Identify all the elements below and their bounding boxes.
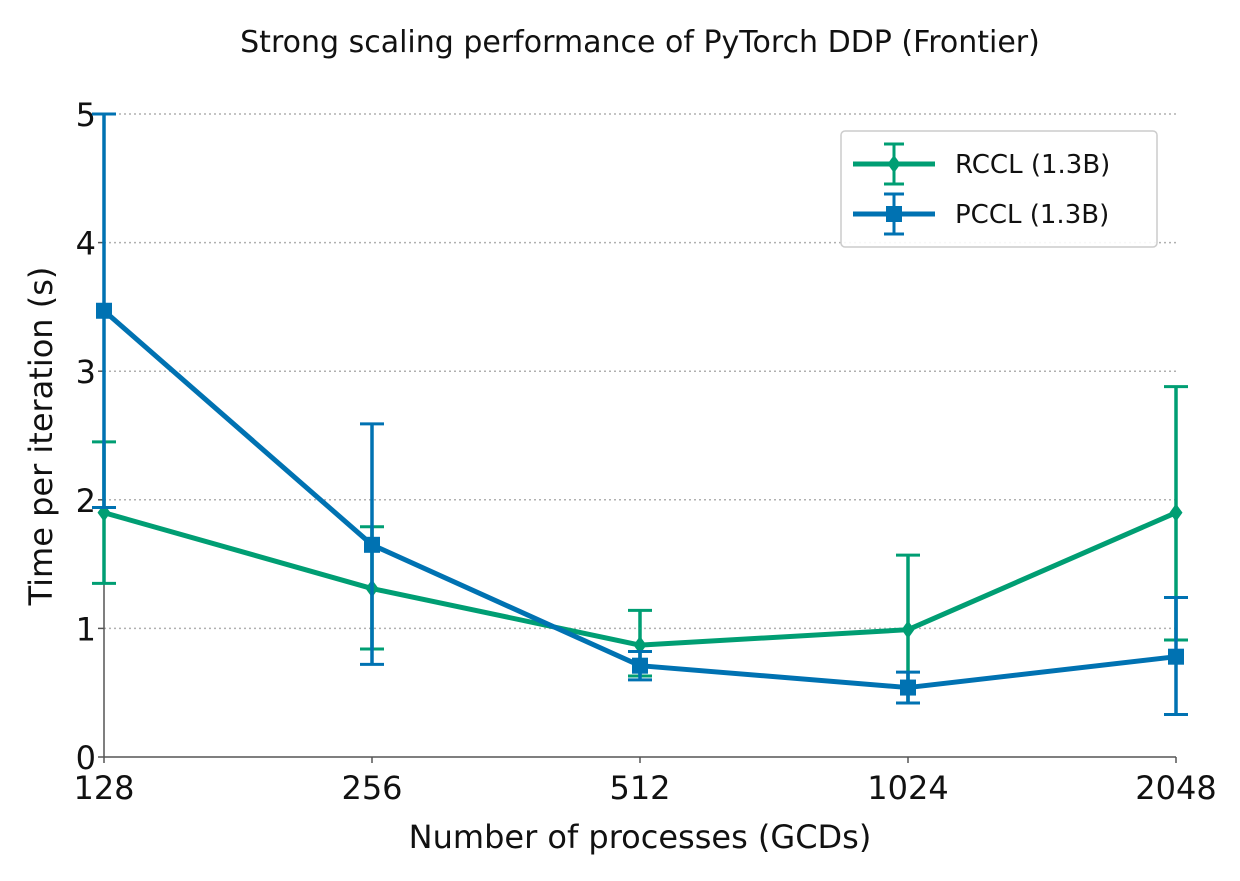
x-tick-label: 512 xyxy=(609,769,670,807)
data-point xyxy=(364,536,380,553)
y-axis-label: Time per iteration (s) xyxy=(22,267,60,607)
legend-label: PCCL (1.3B) xyxy=(955,200,1109,230)
legend: RCCL (1.3B) PCCL (1.3B) xyxy=(840,130,1158,248)
series-1 xyxy=(92,112,1188,717)
legend-marker xyxy=(886,206,902,222)
y-tick-label: 3 xyxy=(76,353,96,391)
y-tick-label: 5 xyxy=(76,96,96,134)
plot-area xyxy=(92,112,1188,717)
x-axis-label: Number of processes (GCDs) xyxy=(409,818,872,856)
chart-title: Strong scaling performance of PyTorch DD… xyxy=(240,25,1040,60)
y-tick-label: 0 xyxy=(76,739,96,777)
data-point xyxy=(901,620,915,639)
x-tick-label: 2048 xyxy=(1135,769,1216,807)
x-tick-label: 256 xyxy=(341,769,402,807)
data-point xyxy=(96,302,112,319)
legend-entry: PCCL (1.3B) xyxy=(853,192,1109,236)
data-point xyxy=(633,636,647,655)
y-tick-label: 4 xyxy=(76,225,96,263)
data-point xyxy=(1169,503,1183,522)
data-point xyxy=(632,657,648,674)
data-point xyxy=(900,679,916,696)
y-tick-label: 2 xyxy=(76,482,96,520)
x-tick-label: 1024 xyxy=(867,769,948,807)
y-tick-label: 1 xyxy=(76,610,96,648)
legend-entry: RCCL (1.3B) xyxy=(853,142,1110,186)
legend-marker xyxy=(887,155,901,173)
legend-box xyxy=(840,130,1158,248)
legend-label: RCCL (1.3B) xyxy=(955,150,1110,180)
data-point xyxy=(1168,648,1184,665)
x-tick-label: 128 xyxy=(73,769,134,807)
tick-labels: 0 1 2 3 4 5 128 256 512 1024 2048 xyxy=(73,96,1216,807)
